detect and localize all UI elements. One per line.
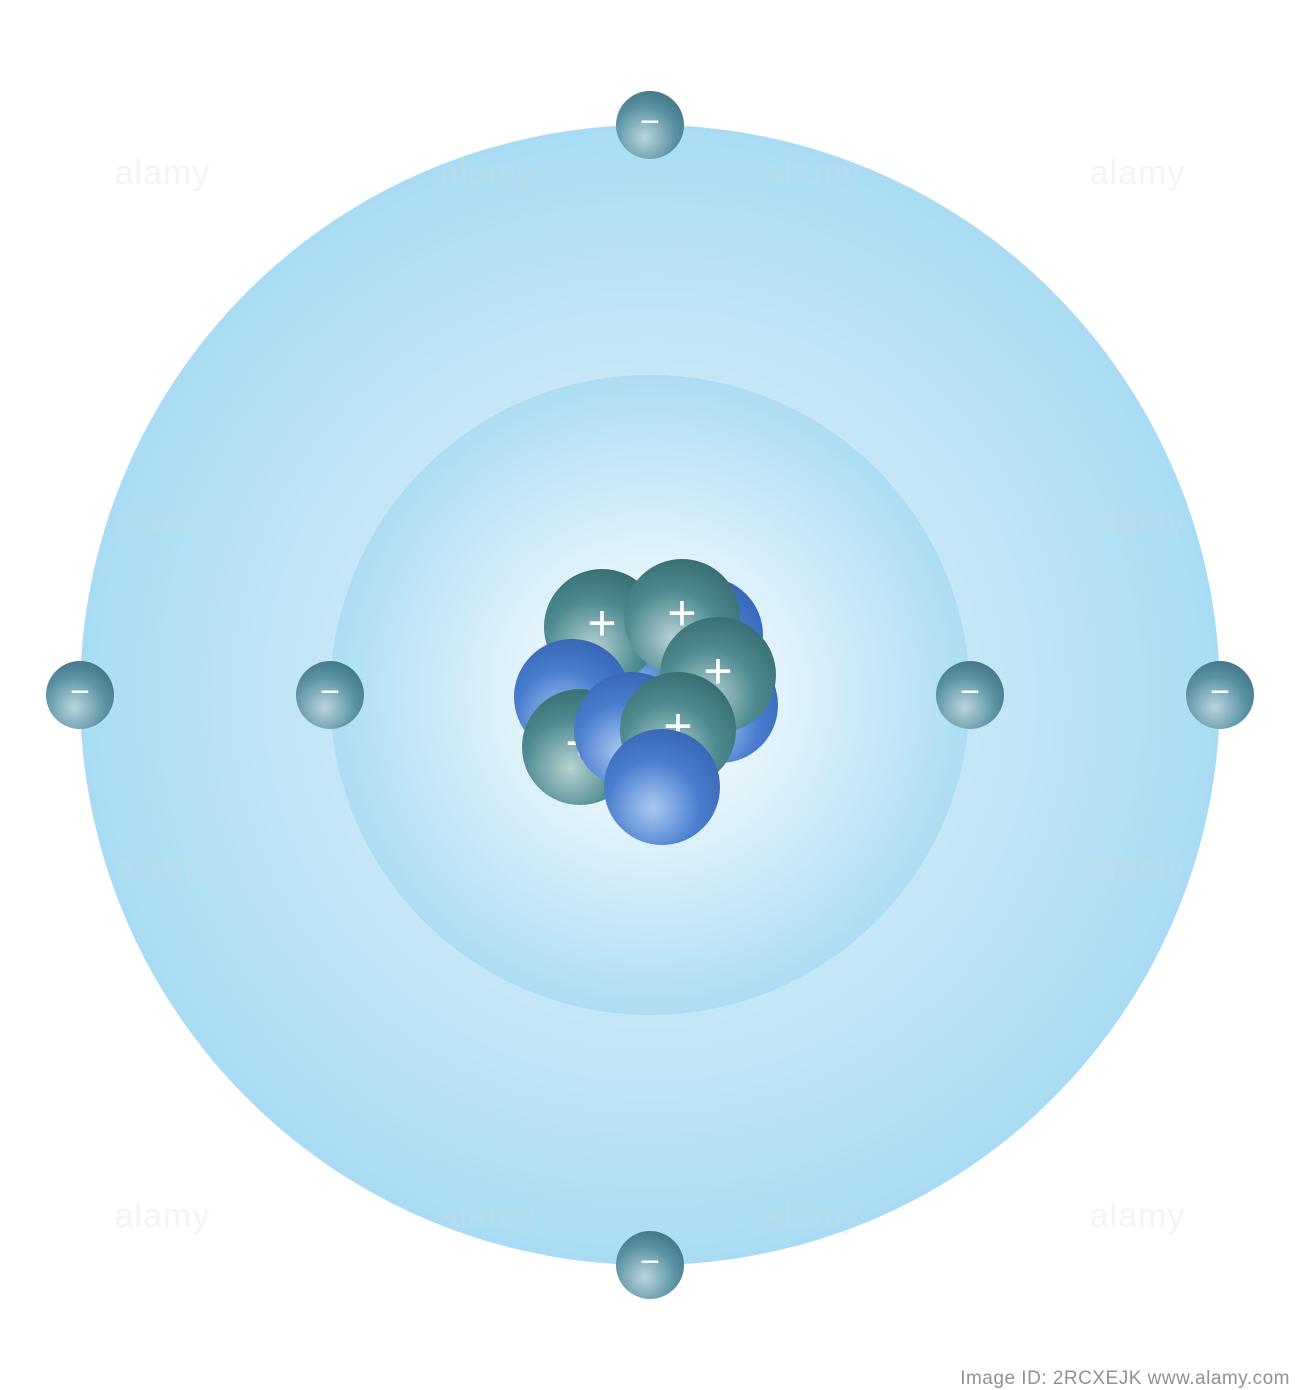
electron-sign: −	[640, 105, 660, 139]
image-credit: Image ID: 2RCXEJK www.alamy.com	[960, 1368, 1290, 1390]
neutron	[604, 729, 720, 845]
electron: −	[616, 1231, 684, 1299]
electron: −	[296, 661, 364, 729]
electron-sign: −	[960, 675, 980, 709]
electron-sign: −	[70, 675, 90, 709]
electron: −	[616, 91, 684, 159]
electron-sign: −	[640, 1245, 660, 1279]
electron: −	[46, 661, 114, 729]
electron: −	[936, 661, 1004, 729]
atom-diagram: +++++−−−−−−	[0, 45, 1300, 1345]
electron-sign: −	[1210, 675, 1230, 709]
proton-sign: +	[587, 598, 616, 648]
electron: −	[1186, 661, 1254, 729]
electron-sign: −	[320, 675, 340, 709]
